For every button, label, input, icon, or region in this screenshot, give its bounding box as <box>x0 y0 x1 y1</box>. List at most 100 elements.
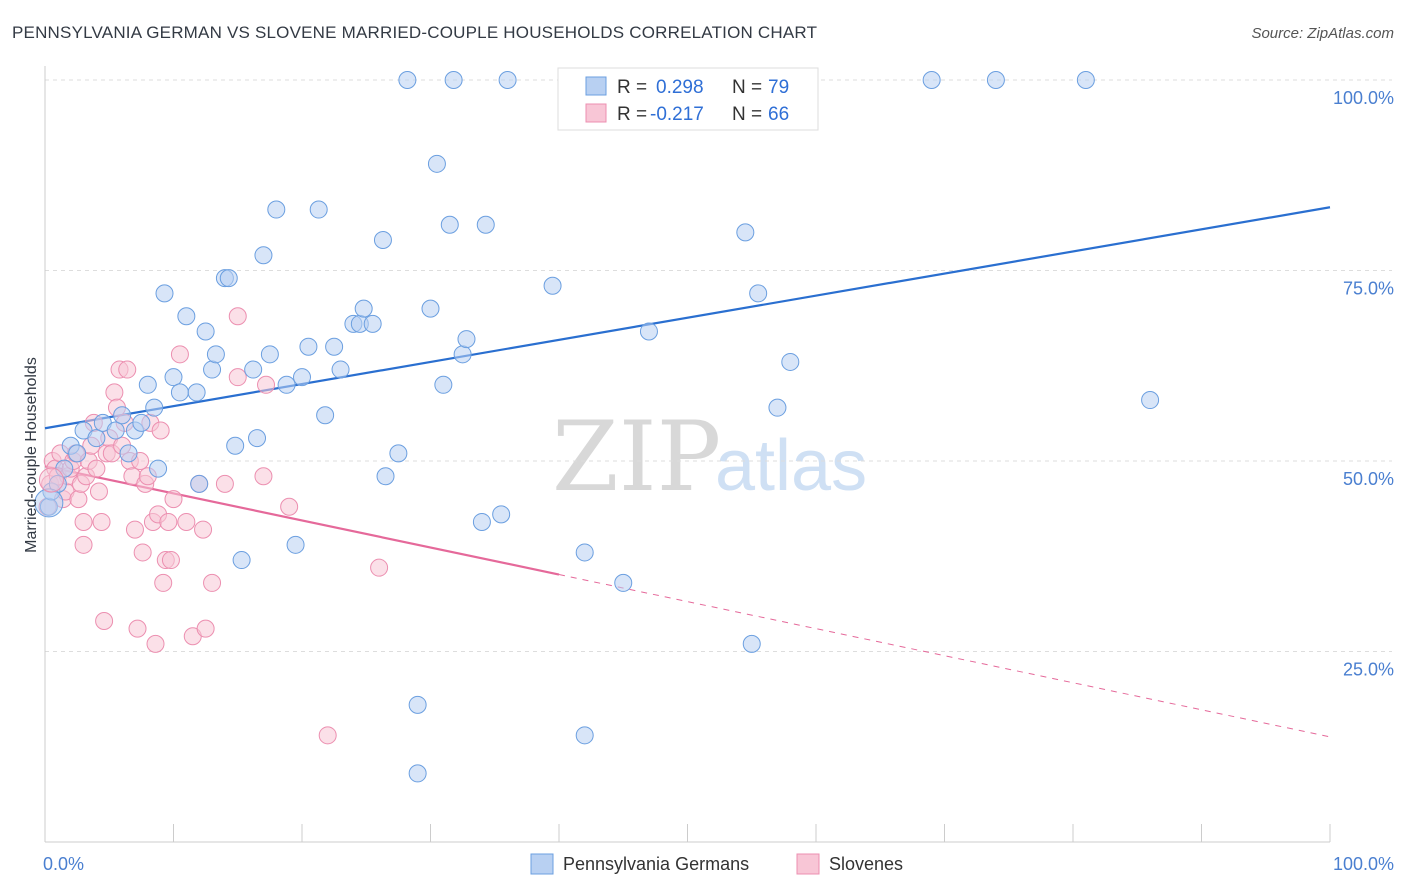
legend-n-label-1: N = <box>732 77 762 98</box>
point-slovenes <box>95 612 114 631</box>
point-slovenes <box>203 573 222 592</box>
point-slovenes <box>194 520 213 539</box>
point-slovenes <box>151 421 170 440</box>
x-tick-label: 100.0% <box>1333 854 1394 874</box>
point-pennsylvania-germans <box>440 215 459 234</box>
source-label: Source: ZipAtlas.com <box>1251 25 1394 42</box>
point-pennsylvania-germans <box>87 429 106 448</box>
point-pennsylvania-germans <box>203 360 222 379</box>
point-pennsylvania-germans <box>408 764 427 783</box>
bottom-legend-label-1: Pennsylvania Germans <box>563 854 749 874</box>
point-slovenes <box>159 512 178 531</box>
trend-line-pennsylvania-germans <box>44 206 1331 430</box>
point-pennsylvania-germans <box>1141 391 1160 410</box>
legend-box: R = 0.298 N = 79 R = -0.217 N = 66 <box>557 67 819 131</box>
point-pennsylvania-germans <box>145 398 164 417</box>
point-slovenes <box>87 459 106 478</box>
point-slovenes <box>154 573 173 592</box>
point-pennsylvania-germans <box>244 360 263 379</box>
point-slovenes <box>164 490 183 509</box>
point-pennsylvania-germans <box>286 535 305 554</box>
point-pennsylvania-germans <box>363 314 382 333</box>
point-pennsylvania-germans <box>299 337 318 356</box>
point-pennsylvania-germans <box>254 246 273 265</box>
point-pennsylvania-germans <box>922 71 941 89</box>
point-pennsylvania-germans <box>187 383 206 402</box>
point-pennsylvania-germans <box>781 352 800 371</box>
y-tick-label: 25.0% <box>1343 660 1394 680</box>
point-pennsylvania-germans <box>768 398 787 417</box>
y-tick-label: 50.0% <box>1343 469 1394 489</box>
point-slovenes <box>146 634 165 653</box>
point-pennsylvania-germans <box>376 467 395 486</box>
point-pennsylvania-germans <box>232 551 251 570</box>
point-pennsylvania-germans <box>749 284 768 303</box>
bottom-legend: Pennsylvania Germans Slovenes <box>530 853 903 875</box>
point-slovenes <box>177 512 196 531</box>
point-slovenes <box>125 520 144 539</box>
trend-line-slovenes-extrapolated <box>558 574 1331 738</box>
point-pennsylvania-germans <box>444 71 463 89</box>
point-pennsylvania-germans <box>498 71 517 89</box>
point-pennsylvania-germans <box>164 368 183 387</box>
point-pennsylvania-germans <box>1076 71 1095 89</box>
point-pennsylvania-germans <box>325 337 344 356</box>
legend-swatch-pink <box>585 103 607 123</box>
axes <box>44 66 1331 843</box>
y-tick-label: 75.0% <box>1343 279 1394 299</box>
point-pennsylvania-germans <box>639 322 658 341</box>
point-pennsylvania-germans <box>113 406 132 425</box>
point-pennsylvania-germans <box>614 573 633 592</box>
legend-n-value-1: 79 <box>768 77 789 98</box>
point-pennsylvania-germans <box>219 269 238 288</box>
x-tick-label: 0.0% <box>43 854 84 874</box>
data-points <box>34 71 1160 783</box>
point-pennsylvania-germans <box>155 284 174 303</box>
point-slovenes <box>38 467 64 493</box>
watermark-atlas: atlas <box>715 426 867 506</box>
point-pennsylvania-germans <box>492 505 511 524</box>
point-pennsylvania-germans <box>986 71 1005 89</box>
point-pennsylvania-germans <box>206 345 225 364</box>
point-pennsylvania-germans <box>149 459 168 478</box>
point-pennsylvania-germans <box>453 345 472 364</box>
point-slovenes <box>69 490 88 509</box>
watermark-zip: ZIP <box>552 401 721 513</box>
point-slovenes <box>161 551 180 570</box>
point-pennsylvania-germans <box>119 444 138 463</box>
point-slovenes <box>92 512 111 531</box>
tick-labels: 25.0% 50.0% 75.0% 100.0% 0.0% 100.0% <box>43 88 1394 874</box>
point-pennsylvania-germans <box>736 223 755 242</box>
point-slovenes <box>228 307 247 326</box>
y-axis-label: Married-couple Households <box>23 357 40 553</box>
bottom-legend-swatch-blue <box>530 853 554 875</box>
legend-r-label-2: R = <box>617 104 647 125</box>
point-pennsylvania-germans <box>434 375 453 394</box>
point-pennsylvania-germans <box>196 322 215 341</box>
legend-n-label-2: N = <box>732 104 762 125</box>
point-pennsylvania-germans <box>277 375 296 394</box>
point-slovenes <box>215 474 234 493</box>
point-pennsylvania-germans <box>427 154 446 173</box>
legend-swatch-blue <box>585 76 607 96</box>
point-slovenes <box>280 497 299 516</box>
point-slovenes <box>318 726 337 745</box>
point-pennsylvania-germans <box>248 429 267 448</box>
bottom-legend-swatch-pink <box>796 853 820 875</box>
point-pennsylvania-germans <box>421 299 440 318</box>
point-pennsylvania-germans <box>190 474 209 493</box>
gridlines <box>45 79 1392 652</box>
point-pennsylvania-germans <box>316 406 335 425</box>
point-pennsylvania-germans <box>543 276 562 295</box>
point-slovenes <box>128 619 147 638</box>
legend-r-value-1: 0.298 <box>656 77 704 98</box>
point-pennsylvania-germans <box>575 543 594 562</box>
point-slovenes <box>74 535 93 554</box>
point-pennsylvania-germans <box>398 71 417 89</box>
point-pennsylvania-germans <box>293 368 311 387</box>
point-pennsylvania-germans <box>177 307 196 326</box>
legend-r-label-1: R = <box>617 77 647 98</box>
point-pennsylvania-germans <box>742 634 761 653</box>
point-pennsylvania-germans <box>575 726 594 745</box>
point-pennsylvania-germans <box>472 512 491 531</box>
